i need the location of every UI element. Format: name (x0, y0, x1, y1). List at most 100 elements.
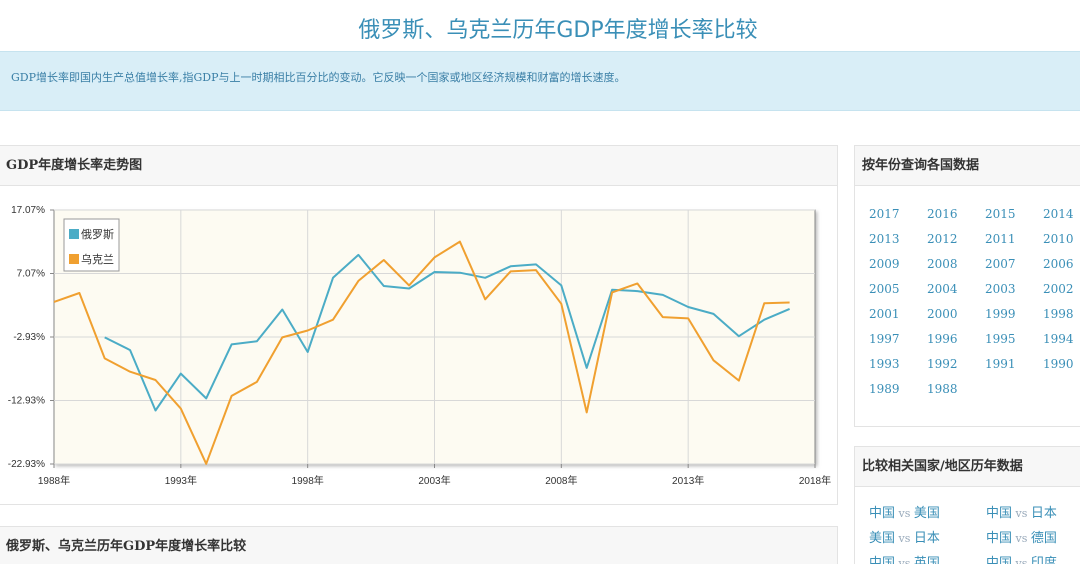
year-link-2017[interactable]: 2017 (869, 207, 900, 221)
compare-link-grid: 中国 vs 美国 中国 vs 日本 美国 vs 日本 中国 vs 德国 中国 vs 英国… (855, 487, 1080, 564)
compare-country-a: 中国 (986, 556, 1013, 564)
data-point (331, 275, 336, 280)
year-link-2004[interactable]: 2004 (927, 282, 958, 296)
year-link-2000[interactable]: 2000 (927, 307, 958, 321)
compare-link[interactable]: 美国 vs 日本 (869, 530, 986, 547)
year-link-2014[interactable]: 2014 (1043, 207, 1074, 221)
compare-vs: vs (1012, 557, 1031, 564)
data-point (432, 255, 437, 260)
data-point (331, 317, 336, 322)
year-link-1994[interactable]: 1994 (1043, 332, 1074, 346)
year-link-2006[interactable]: 2006 (1043, 257, 1074, 271)
compare-country-b: 印度 (1030, 556, 1057, 564)
series-line-1 (53, 240, 790, 465)
data-point (229, 393, 234, 398)
year-link-2010[interactable]: 2010 (1043, 232, 1074, 246)
year-link-1993[interactable]: 1993 (869, 357, 900, 371)
y-tick-label: -2.93% (13, 332, 45, 343)
y-tick-label: 17.07% (11, 205, 45, 216)
compare-vs: vs (1012, 507, 1031, 520)
data-point (305, 328, 310, 333)
compare-vs: vs (895, 557, 914, 564)
year-link-1992[interactable]: 1992 (927, 357, 958, 371)
data-point (356, 252, 361, 257)
data-point (305, 350, 310, 355)
compare-country-b: 英国 (913, 556, 940, 564)
data-point (153, 378, 158, 383)
year-link-2013[interactable]: 2013 (869, 232, 900, 246)
data-point (204, 396, 209, 401)
compare-country-a: 美国 (869, 531, 896, 546)
year-link-2011[interactable]: 2011 (985, 232, 1016, 246)
year-link-2003[interactable]: 2003 (985, 282, 1016, 296)
data-point (736, 334, 741, 339)
year-link-2001[interactable]: 2001 (869, 307, 900, 321)
data-point (280, 307, 285, 312)
data-point (635, 289, 640, 294)
x-tick-label: 1993年 (165, 474, 197, 487)
compare-vs: vs (895, 532, 914, 545)
series-line-0 (104, 253, 790, 412)
data-point (610, 290, 615, 295)
compare-vs: vs (895, 507, 914, 520)
comparison-table-panel: 俄罗斯、乌克兰历年GDP年度增长率比较 (0, 526, 838, 564)
data-point (660, 292, 665, 297)
data-point (356, 278, 361, 283)
x-tick-label: 2008年 (545, 474, 577, 487)
year-link-2009[interactable]: 2009 (869, 257, 900, 271)
data-point (229, 342, 234, 347)
year-link-1996[interactable]: 1996 (927, 332, 958, 346)
compare-country-b: 日本 (1030, 506, 1057, 521)
year-link-grid: 2017 2016 2015 2014 2013 2012 2011 2010 2009 2008… (855, 186, 1080, 397)
data-point (584, 410, 589, 415)
year-link-1988[interactable]: 1988 (927, 382, 958, 396)
y-tick-label: 7.07% (17, 269, 45, 280)
year-link-1998[interactable]: 1998 (1043, 307, 1074, 321)
data-point (457, 239, 462, 244)
data-point (508, 264, 513, 269)
data-point (483, 275, 488, 280)
description-bar: GDP增长率即国内生产总值增长率,指GDP与上一时期相比百分比的变动。它反映一个… (0, 51, 1080, 111)
year-link-2016[interactable]: 2016 (927, 207, 958, 221)
year-link-2008[interactable]: 2008 (927, 257, 958, 271)
year-link-2007[interactable]: 2007 (985, 257, 1016, 271)
year-link-2012[interactable]: 2012 (927, 232, 958, 246)
year-link-1997[interactable]: 1997 (869, 332, 900, 346)
data-point (77, 291, 82, 296)
data-point (153, 408, 158, 413)
comparison-table-title: 俄罗斯、乌克兰历年GDP年度增长率比较 (0, 527, 837, 564)
year-link-1995[interactable]: 1995 (985, 332, 1016, 346)
year-link-1989[interactable]: 1989 (869, 382, 900, 396)
year-link-2002[interactable]: 2002 (1043, 282, 1074, 296)
page-title: 俄罗斯、乌克兰历年GDP年度增长率比较 (358, 18, 758, 43)
compare-link[interactable]: 中国 vs 印度 (986, 555, 1080, 564)
data-point (508, 269, 513, 274)
year-link-1990[interactable]: 1990 (1043, 357, 1074, 371)
data-point (711, 311, 716, 316)
x-tick-label: 1998年 (292, 474, 324, 487)
legend-label: 乌克兰 (81, 252, 114, 266)
data-point (787, 306, 792, 311)
data-point (787, 300, 792, 305)
data-point (381, 258, 386, 263)
compare-vs: vs (1012, 532, 1031, 545)
compare-link[interactable]: 中国 vs 英国 (869, 555, 986, 564)
year-query-title: 按年份查询各国数据 (855, 146, 1080, 186)
y-tick-label: -22.93% (8, 459, 45, 470)
data-point (534, 268, 539, 273)
year-link-1999[interactable]: 1999 (985, 307, 1016, 321)
gdp-growth-chart: 17.07% 7.07% -2.93% -12.93% -22.93% 1988年 1993… (8, 205, 831, 487)
data-point (660, 315, 665, 320)
year-link-2005[interactable]: 2005 (869, 282, 900, 296)
year-link-1991[interactable]: 1991 (985, 357, 1016, 371)
compare-country-a: 中国 (869, 506, 896, 521)
data-point (686, 316, 691, 321)
data-point (407, 283, 412, 288)
compare-link[interactable]: 中国 vs 日本 (986, 505, 1080, 522)
data-point (178, 406, 183, 411)
year-link-2015[interactable]: 2015 (985, 207, 1016, 221)
y-tick-label: -12.93% (8, 396, 45, 407)
compare-country-a: 中国 (869, 556, 896, 564)
compare-link[interactable]: 中国 vs 美国 (869, 505, 986, 522)
compare-link[interactable]: 中国 vs 德国 (986, 530, 1080, 547)
